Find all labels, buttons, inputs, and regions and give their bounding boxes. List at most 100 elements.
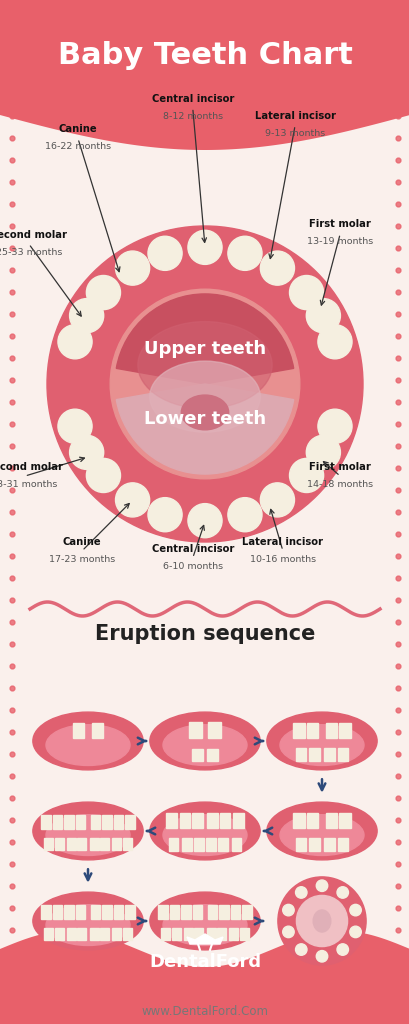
Bar [55,929,64,940]
Bar [182,839,192,851]
Bar [309,749,319,762]
Text: Central incisor: Central incisor [151,544,233,554]
Bar [113,815,123,829]
Circle shape [115,251,149,285]
Bar [123,929,132,940]
Text: www.DentalFord.Com: www.DentalFord.Com [141,1006,268,1019]
Ellipse shape [163,725,246,766]
Ellipse shape [279,815,363,855]
Bar [206,929,215,940]
Ellipse shape [266,802,376,860]
Circle shape [336,944,348,955]
Bar [72,723,84,738]
Circle shape [315,950,327,962]
Bar [339,813,350,828]
Text: 8-12 months: 8-12 months [162,112,222,121]
Bar [295,749,306,762]
Circle shape [70,435,103,469]
Text: 9-13 months: 9-13 months [265,129,324,138]
Bar [180,813,190,828]
Bar [90,904,100,919]
Text: 14-18 months: 14-18 months [306,480,373,489]
Bar [309,839,319,851]
Circle shape [289,275,323,309]
Text: 10-16 months: 10-16 months [249,555,315,564]
Text: 25-33 months: 25-33 months [0,248,62,257]
Bar [207,750,217,762]
Text: First molar: First molar [309,462,370,472]
Bar [125,904,135,919]
Text: Canine: Canine [63,537,101,547]
Bar [90,929,99,940]
Text: Second molar: Second molar [0,229,67,240]
Circle shape [86,275,120,309]
Bar [76,815,85,829]
Text: 13-19 months: 13-19 months [306,238,373,247]
Bar [102,815,111,829]
Bar [67,839,76,850]
Bar [292,813,304,828]
Bar [112,839,121,850]
Bar [194,929,203,940]
Bar [242,904,251,919]
Bar [64,904,74,919]
Circle shape [336,887,348,898]
Bar [125,815,135,829]
Bar [90,815,100,829]
Text: 16-22 months: 16-22 months [45,142,111,152]
Bar [219,813,229,828]
Bar [76,904,85,919]
Circle shape [148,237,182,270]
Bar [183,929,192,940]
Ellipse shape [46,904,130,945]
Bar [102,904,111,919]
Bar [306,813,317,828]
Circle shape [349,926,360,938]
Bar [160,929,169,940]
Circle shape [70,299,103,333]
Text: Second molar: Second molar [0,462,63,472]
Bar [67,929,76,940]
Bar [325,813,336,828]
Ellipse shape [312,910,330,932]
Ellipse shape [163,904,246,945]
Bar [55,839,64,850]
Bar [53,904,62,919]
Bar [240,929,249,940]
Bar [208,722,220,738]
Circle shape [295,887,306,898]
Circle shape [277,877,365,965]
Bar [292,723,304,738]
Bar [43,839,52,850]
Ellipse shape [150,892,259,950]
Bar [158,904,167,919]
Text: 23-31 months: 23-31 months [0,480,58,489]
Circle shape [317,325,351,358]
Text: DentalFord: DentalFord [148,953,261,971]
Ellipse shape [33,892,143,950]
Text: Lateral incisor: Lateral incisor [242,537,323,547]
Bar [231,839,241,851]
Bar [181,904,190,919]
Bar [217,929,226,940]
Bar [219,904,228,919]
Bar [77,839,86,850]
Bar [325,723,336,738]
Circle shape [282,926,294,938]
Circle shape [295,944,306,955]
Circle shape [349,904,360,915]
Text: Lower teeth: Lower teeth [144,410,265,428]
Circle shape [115,483,149,517]
Circle shape [227,237,261,270]
Bar [193,904,202,919]
Bar [168,839,178,851]
Bar [337,839,347,851]
Bar [0,0,409,115]
Bar [337,749,347,762]
Polygon shape [0,931,409,1024]
Bar [100,929,109,940]
Circle shape [306,435,339,469]
Bar [64,815,74,829]
Polygon shape [187,934,222,944]
Circle shape [58,410,92,443]
